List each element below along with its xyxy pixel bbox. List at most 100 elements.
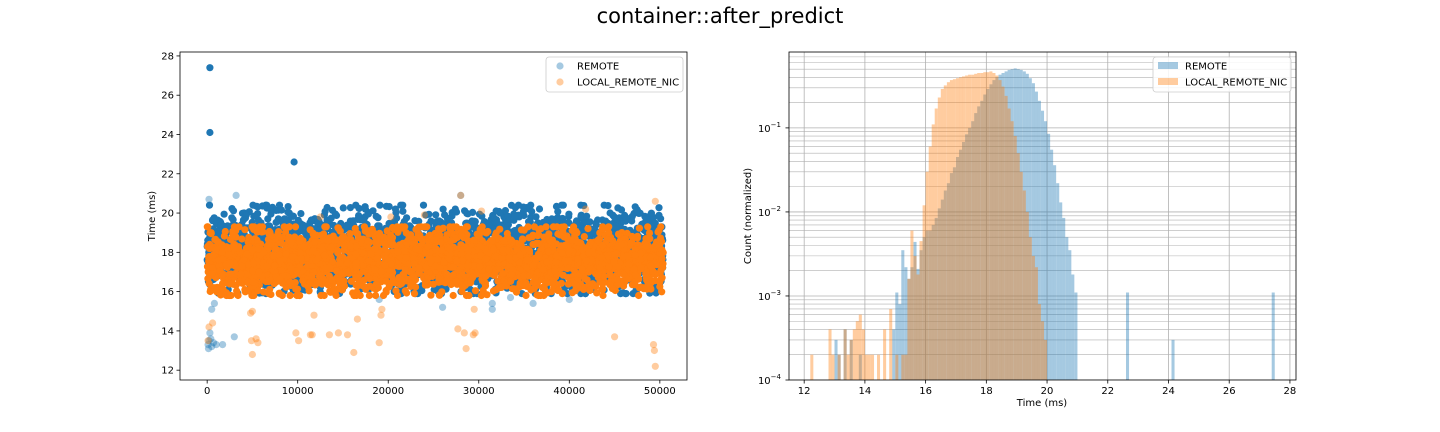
scatter-point <box>218 248 226 256</box>
scatter-point <box>275 289 283 297</box>
scatter-point <box>604 202 612 210</box>
scatter-point <box>540 291 548 300</box>
scatter-outlier-point <box>488 299 496 307</box>
scatter-point <box>281 215 290 223</box>
scatter-point <box>527 201 535 209</box>
scatter-point <box>344 259 352 267</box>
scatter-point <box>656 278 664 286</box>
scatter-point <box>307 217 315 225</box>
scatter-point <box>217 221 225 229</box>
scatter-point <box>321 207 329 215</box>
scatter-point <box>284 203 292 211</box>
scatter-point <box>365 291 373 300</box>
scatter-point <box>462 223 471 231</box>
scatter-point <box>258 223 267 231</box>
scatter-point <box>421 278 429 286</box>
scatter-point <box>464 237 472 245</box>
scatter-point <box>620 282 628 290</box>
scatter-point <box>626 239 635 247</box>
scatter-point <box>516 281 524 289</box>
scatter-point <box>499 269 507 278</box>
scatter-point <box>470 217 478 225</box>
scatter-point <box>631 246 639 254</box>
scatter-point <box>322 223 330 231</box>
scatter-point <box>371 245 379 253</box>
scatter-point <box>347 277 355 285</box>
scatter-point <box>476 263 484 271</box>
scatter-point <box>532 213 540 221</box>
scatter-point <box>609 211 617 219</box>
scatter-point <box>543 215 551 224</box>
scatter-point <box>422 211 430 219</box>
scatter-point <box>355 204 363 213</box>
scatter-point <box>218 271 226 279</box>
scatter-point <box>379 291 388 300</box>
scatter-point <box>614 230 623 238</box>
scatter-outlier-point <box>488 305 496 313</box>
scatter-point <box>441 211 449 219</box>
scatter-point <box>343 221 351 229</box>
scatter-point <box>266 205 274 213</box>
scatter-point <box>208 270 216 278</box>
scatter-point <box>229 207 238 215</box>
scatter-point <box>339 204 347 212</box>
scatter-point <box>436 238 445 246</box>
scatter-point <box>293 291 301 300</box>
scatter-point <box>571 287 579 295</box>
scatter-point <box>599 291 607 300</box>
scatter-point <box>489 287 497 295</box>
scatter-point <box>249 267 257 275</box>
scatter-point <box>350 291 358 300</box>
scatter-point <box>331 288 339 296</box>
scatter-point <box>552 252 561 260</box>
scatter-point <box>416 233 424 241</box>
scatter-point <box>448 212 456 220</box>
scatter-point <box>552 202 561 210</box>
scatter-point <box>369 207 377 215</box>
scatter-point <box>346 204 354 212</box>
scatter-point <box>543 258 551 266</box>
scatter-point <box>331 210 339 218</box>
scatter-outlier-point <box>205 337 213 345</box>
scatter-point <box>592 221 600 229</box>
scatter-point <box>388 272 396 280</box>
scatter-point <box>225 251 233 259</box>
scatter-outlier-point <box>204 341 212 349</box>
scatter-point <box>277 239 286 247</box>
scatter-point <box>286 291 294 300</box>
scatter-point <box>535 205 544 213</box>
scatter-point <box>633 206 641 214</box>
scatter-point <box>205 253 213 261</box>
scatter-point <box>203 263 212 271</box>
scatter-point <box>593 289 601 297</box>
scatter-point <box>452 277 461 285</box>
scatter-point <box>208 216 217 224</box>
scatter-point <box>658 254 666 263</box>
scatter-outlier-point <box>210 299 218 307</box>
scatter-point <box>372 212 380 220</box>
scatter-point <box>217 291 225 299</box>
scatter-point <box>488 237 496 245</box>
scatter-point <box>265 227 273 236</box>
scatter-point <box>354 215 362 223</box>
scatter-point <box>346 230 354 238</box>
scatter-point <box>285 223 293 231</box>
scatter-point <box>215 228 223 236</box>
scatter-point <box>565 210 573 218</box>
scatter-point <box>427 291 435 299</box>
scatter-point <box>219 285 227 293</box>
scatter-point <box>558 249 566 257</box>
scatter-point <box>534 239 542 248</box>
scatter-point <box>230 244 238 252</box>
scatter-point <box>489 246 498 254</box>
scatter-point <box>628 217 636 225</box>
scatter-point <box>644 223 652 231</box>
scatter-point <box>557 242 565 250</box>
scatter-point <box>391 205 400 213</box>
scatter-point <box>457 231 466 240</box>
scatter-outlier-point <box>506 293 515 302</box>
scatter-point <box>220 210 228 218</box>
scatter-point <box>291 223 300 231</box>
scatter-point <box>329 258 337 266</box>
scatter-point <box>359 282 367 290</box>
